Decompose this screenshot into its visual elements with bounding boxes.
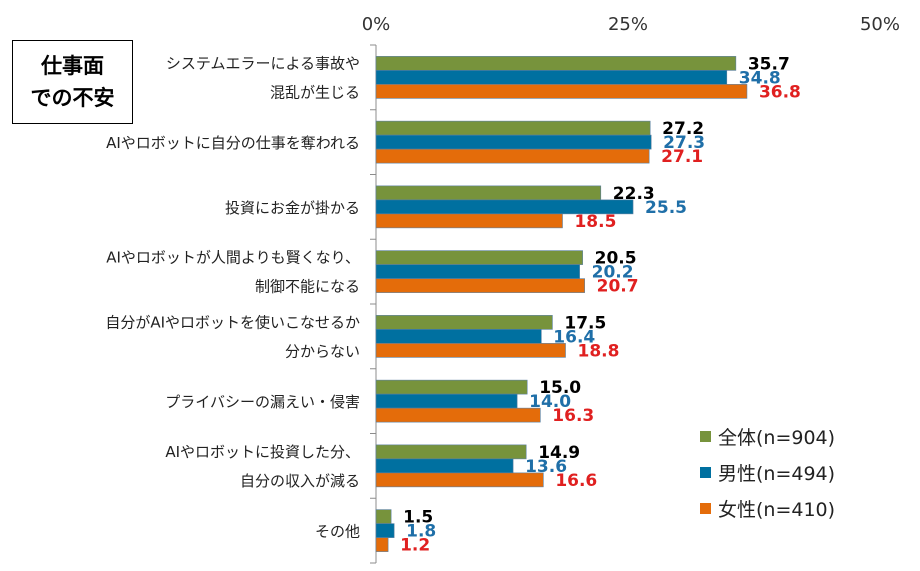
- bar-all-6: [375, 444, 527, 460]
- bar-female-0: [375, 84, 748, 99]
- legend-item-all: 全体(n=904): [700, 418, 835, 454]
- x-tick-label-1: 25%: [608, 14, 648, 35]
- data-label-female-0: 36.8: [759, 82, 801, 102]
- bar-all-7: [375, 509, 392, 524]
- bar-all-0: [375, 56, 737, 71]
- category-label-1: AIやロボットに自分の仕事を奪われる: [106, 134, 360, 152]
- data-label-female-5: 16.3: [552, 406, 594, 426]
- data-label-female-3: 20.7: [597, 277, 639, 297]
- bar-all-1: [375, 120, 651, 136]
- legend-swatch-all: [700, 430, 711, 442]
- data-label-all-5: 15.0: [539, 378, 581, 398]
- bar-female-4: [375, 343, 566, 358]
- data-label-female-6: 16.6: [555, 471, 597, 491]
- bar-all-2: [375, 185, 602, 201]
- data-label-all-4: 17.5: [564, 313, 606, 333]
- legend-swatch-male: [700, 466, 711, 478]
- data-label-all-1: 27.2: [662, 119, 704, 139]
- legend-swatch-female: [700, 502, 711, 514]
- data-label-all-2: 22.3: [613, 184, 655, 204]
- category-label-6-line-0: AIやロボットに投資した分、: [165, 443, 360, 461]
- category-label-4-line-0: 自分がAIやロボットを使いこなせるか: [105, 313, 360, 331]
- data-label-male-4: 16.4: [553, 327, 595, 347]
- bar-female-6: [375, 472, 544, 488]
- bar-female-5: [375, 407, 541, 423]
- data-label-all-3: 20.5: [595, 249, 637, 269]
- chart-title-box: 仕事面 での不安: [12, 40, 133, 124]
- data-label-male-2: 25.5: [645, 198, 687, 218]
- data-label-all-0: 35.7: [748, 54, 790, 74]
- data-label-male-5: 14.0: [529, 392, 571, 412]
- chart-title-line-1: 仕事面: [41, 54, 104, 78]
- x-tick-label-2: 50%: [860, 14, 900, 35]
- bar-male-0: [375, 70, 728, 85]
- data-label-male-3: 20.2: [592, 263, 634, 283]
- category-label-4-line-1: 分からない: [285, 342, 360, 360]
- bar-female-7: [375, 537, 389, 552]
- data-label-female-1: 27.1: [661, 147, 703, 167]
- legend-label-female: 女性(n=410): [718, 498, 836, 521]
- bar-female-1: [375, 148, 650, 164]
- data-label-male-6: 13.6: [525, 457, 567, 477]
- bar-all-4: [375, 315, 553, 330]
- bar-all-3: [375, 250, 583, 265]
- data-label-male-1: 27.3: [663, 133, 705, 153]
- category-label-5: プライバシーの漏えい・侵害: [165, 393, 360, 411]
- category-label-2: 投資にお金が掛かる: [225, 199, 360, 217]
- chart-title-line-2: での不安: [30, 86, 115, 110]
- bar-female-2: [375, 213, 563, 229]
- data-label-all-7: 1.5: [403, 508, 433, 528]
- category-label-7: その他: [315, 523, 360, 541]
- category-label-0-line-0: システムエラーによる事故や: [166, 54, 360, 72]
- data-label-female-7: 1.2: [400, 536, 430, 556]
- bar-male-3: [375, 264, 580, 279]
- data-label-all-6: 14.9: [538, 443, 580, 463]
- category-label-0-line-1: 混乱が生じる: [270, 83, 360, 101]
- legend-label-male: 男性(n=494): [718, 462, 836, 485]
- bar-male-1: [375, 134, 652, 150]
- bar-male-6: [375, 458, 514, 474]
- category-label-6-line-1: 自分の収入が減る: [240, 472, 360, 490]
- bar-male-7: [375, 523, 395, 538]
- data-label-male-0: 34.8: [739, 68, 781, 88]
- x-tick-label-0: 0%: [362, 14, 391, 35]
- bar-female-3: [375, 278, 585, 293]
- data-label-male-7: 1.8: [406, 522, 436, 542]
- bar-male-4: [375, 329, 542, 344]
- bar-male-5: [375, 393, 518, 409]
- legend-label-all: 全体(n=904): [718, 426, 836, 449]
- bar-all-5: [375, 379, 528, 395]
- legend-item-male: 男性(n=494): [700, 454, 835, 490]
- data-label-female-4: 18.8: [578, 341, 620, 361]
- data-label-female-2: 18.5: [574, 212, 616, 232]
- legend: 全体(n=904) 男性(n=494) 女性(n=410): [700, 418, 835, 526]
- category-label-3-line-1: 制御不能になる: [255, 278, 360, 296]
- category-label-3-line-0: AIやロボットが人間よりも賢くなり、: [106, 249, 360, 267]
- legend-item-female: 女性(n=410): [700, 490, 835, 526]
